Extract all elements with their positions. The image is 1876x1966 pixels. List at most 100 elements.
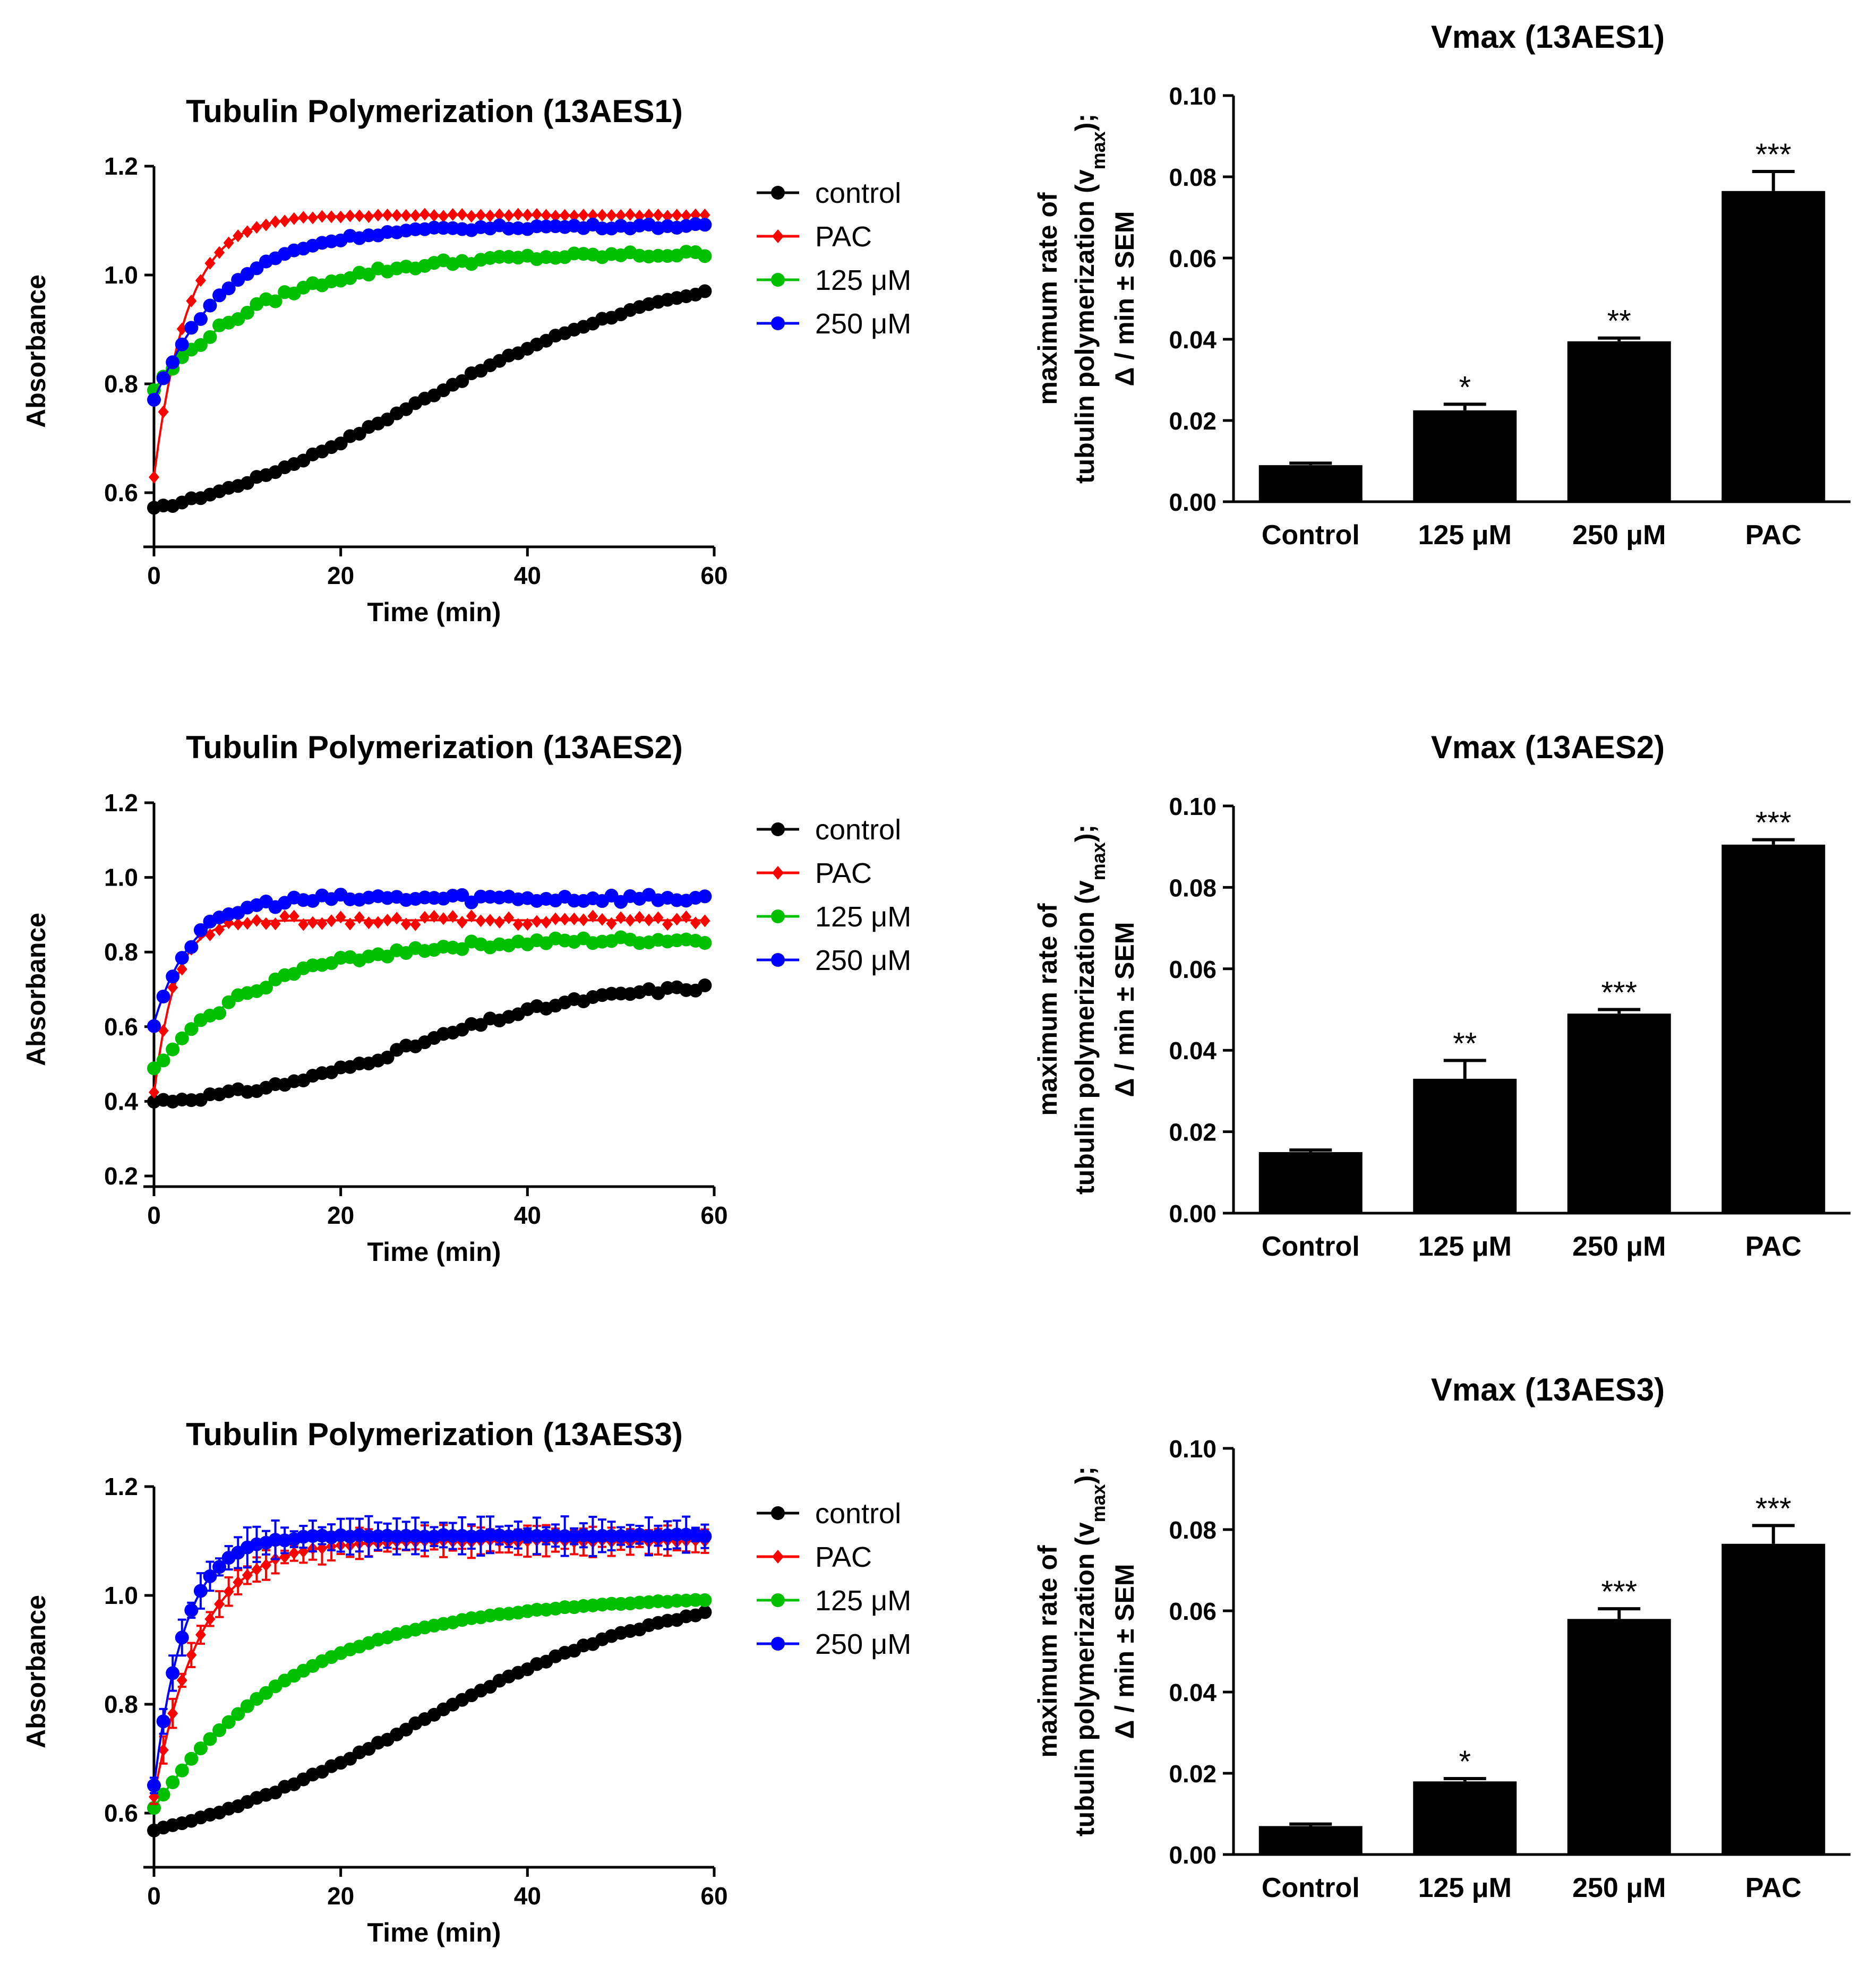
data-point (288, 1547, 299, 1560)
legend-label: control (815, 177, 901, 209)
data-point (175, 1031, 189, 1045)
y-tick-label: 1.2 (104, 789, 138, 817)
data-point (541, 209, 552, 222)
legend-label: PAC (815, 221, 872, 253)
line-chart-panel-1: Tubulin Polymerization (13AES1) 0.6 0.8 1.0… (21, 93, 911, 627)
data-point (569, 209, 580, 222)
x-tick-label: 20 (327, 1882, 354, 1910)
data-point (184, 321, 199, 335)
data-point (233, 1576, 244, 1589)
data-point (485, 209, 495, 222)
data-point (279, 214, 290, 228)
data-point (221, 1715, 236, 1729)
chart-title: Vmax (13AES3) (1431, 1372, 1665, 1407)
data-point (214, 1598, 225, 1611)
y-tick-label: 1.0 (104, 864, 138, 891)
y-tick-label: 0.08 (1169, 164, 1217, 191)
data-point (156, 1788, 170, 1802)
series-125m (147, 1593, 712, 1815)
y-tick-label: 1.0 (104, 1582, 138, 1609)
line-chart-panel-2: Tubulin Polymerization (13AES2) 0.2 0.4 0.6… (21, 729, 911, 1267)
data-point (429, 909, 440, 923)
legend-label: PAC (815, 857, 872, 889)
data-point (184, 940, 199, 954)
legend-label: 125 μM (815, 264, 911, 296)
y-axis-label-subscript: max (1087, 1484, 1109, 1522)
data-point (326, 210, 337, 224)
y-axis-label-end: ); (1070, 825, 1100, 842)
category-label: PAC (1745, 1873, 1802, 1903)
data-point (147, 1019, 161, 1033)
x-tick-label: 60 (700, 562, 727, 589)
data-point (261, 1558, 271, 1572)
line-chart-panel-3: Tubulin Polymerization (13AES3) 0.6 0.8 1.0… (21, 1416, 911, 1947)
data-point (391, 209, 402, 222)
data-point (298, 918, 309, 931)
bar-125m (1413, 1078, 1517, 1213)
data-point (251, 914, 262, 927)
x-tick-label: 0 (147, 1882, 161, 1910)
data-point (223, 1585, 234, 1598)
data-point (681, 209, 692, 222)
data-point (447, 910, 458, 923)
data-point (438, 912, 449, 925)
data-point (186, 294, 197, 307)
bar-pac (1721, 191, 1826, 502)
data-point (455, 942, 469, 956)
y-tick-label: 0.00 (1169, 488, 1217, 516)
data-point (457, 208, 468, 221)
y-axis-label-line3: Δ / min ± SEM (1110, 211, 1140, 386)
data-point (333, 436, 348, 451)
y-tick-label: 1.0 (104, 261, 138, 289)
series-control (147, 284, 712, 515)
y-tick-label: 0.6 (104, 479, 138, 506)
data-point (698, 284, 712, 298)
data-point (326, 914, 337, 928)
y-tick-label: 0.04 (1169, 1037, 1217, 1064)
data-point (261, 917, 271, 930)
data-point (466, 210, 477, 223)
category-label: 125 μM (1418, 520, 1512, 551)
data-point (167, 981, 178, 994)
data-point (438, 210, 449, 223)
y-tick-label: 0.10 (1169, 82, 1217, 110)
series-fit-line (153, 1534, 705, 1787)
data-point (522, 208, 533, 221)
data-point (223, 236, 234, 250)
data-point (354, 209, 365, 222)
y-axis-label-line2: tubulin polymerization (vmax); (1070, 825, 1109, 1195)
data-point (193, 1584, 208, 1598)
y-tick-label: 0.00 (1169, 1200, 1217, 1227)
data-point (503, 911, 515, 924)
y-axis-label-main: tubulin polymerization (v (1070, 880, 1100, 1195)
series-pac (149, 208, 710, 484)
category-label: 250 μM (1572, 1873, 1666, 1903)
category-label: 250 μM (1572, 520, 1666, 551)
y-tick-label: 0.02 (1169, 1760, 1217, 1788)
category-label: Control (1262, 1231, 1360, 1262)
x-tick-label: 0 (147, 562, 161, 589)
chart-title: Vmax (13AES1) (1431, 19, 1665, 55)
data-point (698, 218, 712, 232)
data-point (240, 1699, 254, 1713)
series-125m (147, 245, 712, 397)
legend: control PAC 125 μM 250 μM (757, 177, 911, 340)
data-point (175, 951, 189, 965)
legend-label: PAC (815, 1541, 872, 1573)
data-point (541, 916, 552, 929)
bar-control (1258, 1826, 1363, 1855)
y-axis-label-end: ); (1070, 114, 1100, 131)
category-label: 125 μM (1418, 1231, 1512, 1262)
legend: control PAC 125 μM 250 μM (757, 1498, 911, 1660)
y-tick-label: 0.08 (1169, 1516, 1217, 1544)
data-point (550, 912, 561, 925)
data-point (531, 915, 542, 928)
data-point (147, 1061, 161, 1076)
data-point (455, 888, 469, 902)
data-point (698, 1605, 712, 1619)
data-point (156, 1053, 170, 1068)
data-point (643, 208, 654, 221)
legend: control PAC 125 μM 250 μM (757, 814, 911, 976)
data-point (559, 209, 570, 222)
data-point (158, 405, 169, 418)
